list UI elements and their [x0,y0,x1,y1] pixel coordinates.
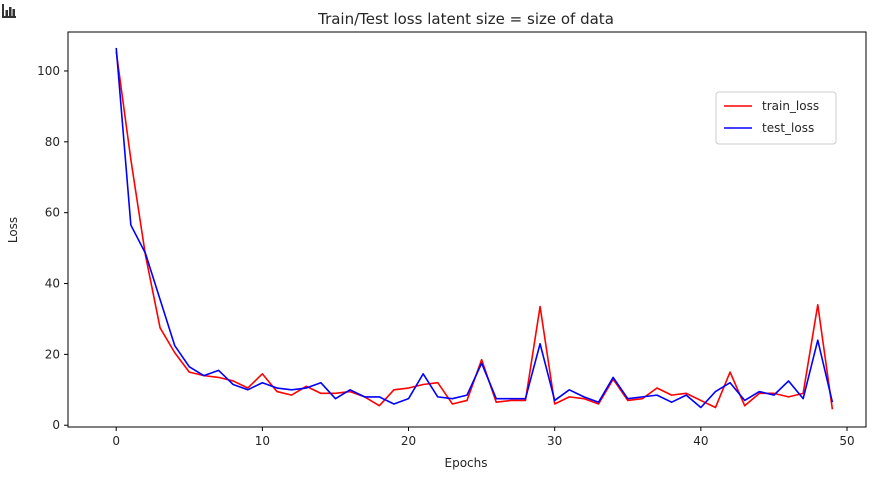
y-tick-label: 20 [45,347,60,361]
axis-ticks: 0 10 20 30 40 50 0 20 40 60 80 100 [37,64,855,448]
x-axis-label: Epochs [445,456,488,470]
series-line-test-loss [115,47,834,409]
legend-label-train-loss: train_loss [762,99,819,113]
bar-chart-icon [2,4,16,18]
legend-label-test-loss: test_loss [762,121,814,135]
legend-box [715,91,837,145]
x-tick-label: 50 [839,434,854,448]
x-tick-label: 10 [255,434,270,448]
axes-frame [67,31,867,428]
chart-title: Train/Test loss latent size = size of da… [317,10,614,28]
x-tick-label: 40 [693,434,708,448]
series-layer [115,47,834,410]
y-tick-label: 40 [45,277,60,291]
x-tick-label: 30 [547,434,562,448]
y-axis-label: Loss [6,217,20,243]
y-tick-label: 0 [52,418,60,432]
y-tick-label: 60 [45,206,60,220]
y-tick-label: 80 [45,135,60,149]
x-tick-label: 0 [112,434,120,448]
x-tick-label: 20 [401,434,416,448]
legend: train_loss test_loss [715,91,837,145]
y-tick-label: 100 [37,64,60,78]
